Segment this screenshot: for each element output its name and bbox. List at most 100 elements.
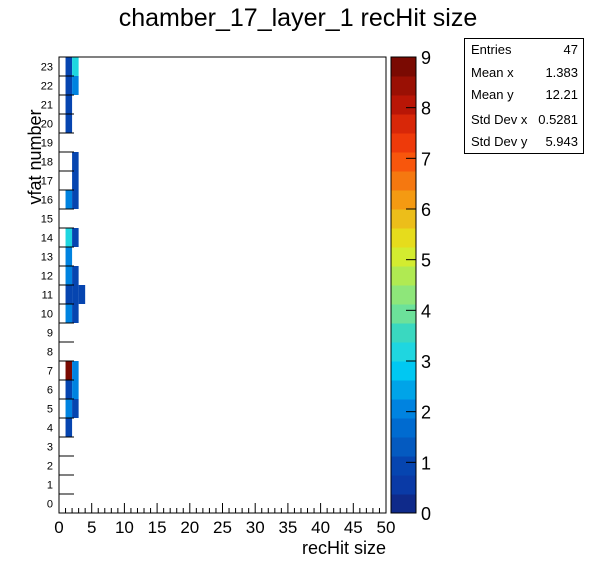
color-scale-band [391,475,416,495]
color-scale-tick-label: 6 [421,200,431,220]
color-scale-band [391,418,416,438]
heatmap-cell [65,190,73,209]
color-scale-band [391,247,416,267]
color-scale-band [391,152,416,172]
heatmap-cell [65,285,73,304]
stats-row-mean-x: Mean x 1.383 [465,62,583,84]
color-scale-band [391,361,416,381]
x-tick-label: 30 [246,518,265,537]
y-tick-label: 13 [41,252,53,264]
x-tick-label: 0 [54,518,63,537]
stats-label: Mean x [471,65,514,80]
heatmap-cell [65,95,73,114]
y-tick-label: 9 [47,328,53,340]
heatmap-cell [72,361,79,380]
heatmap-cell [65,57,73,76]
x-tick-label: 35 [278,518,297,537]
heatmap-cell [65,304,73,323]
stats-label: Entries [471,42,512,57]
y-tick-label: 17 [41,176,53,188]
color-scale-frame [390,56,417,514]
color-scale-band [391,399,416,419]
y-tick-label: 7 [47,366,53,378]
color-scale-tick-label: 1 [421,453,431,473]
heatmap-cell [65,228,73,247]
stats-value: 12.21 [545,87,578,102]
color-scale-band [391,133,416,153]
color-scale-band [391,323,416,343]
color-scale-band [391,209,416,229]
heatmap-cell [72,57,79,76]
heatmap-cell [72,171,79,190]
color-scale-band [391,304,416,324]
y-tick-label: 8 [47,347,53,359]
x-tick-label: 5 [87,518,96,537]
color-scale-tick-label: 2 [421,403,431,423]
x-tick-label: 15 [148,518,167,537]
stats-box: Entries 47 Mean x 1.383 Mean y 12.21 Std… [464,38,584,154]
y-tick-label: 23 [41,62,53,74]
heatmap-cell [72,190,79,209]
y-tick-label: 10 [41,309,53,321]
x-axis: 0 5 10 15 20 25 30 35 40 45 50 [54,503,395,537]
color-scale-tick-label: 3 [421,352,431,372]
color-scale-tick-label: 0 [421,504,431,524]
heatmap-cell [65,266,73,285]
heatmap-cell [72,285,79,304]
heatmap-cell [65,361,73,380]
stats-row-mean-y: Mean y 12.21 [465,84,583,106]
heatmap-cell [72,152,79,171]
stats-row-entries: Entries 47 [465,39,583,61]
color-scale-tick-label: 7 [421,149,431,169]
y-tick-label: 16 [41,195,53,207]
heatmap-cell [65,247,73,266]
color-scale-band [391,57,416,77]
y-tick-label: 22 [41,81,53,93]
y-tick-label: 3 [47,442,53,454]
stats-value: 47 [563,42,578,57]
color-scale: 0 1 2 3 4 5 6 7 8 9 [390,48,431,524]
color-scale-band [391,342,416,362]
stats-value: 1.383 [545,65,578,80]
heatmap-cell [78,285,86,304]
heatmap-cell [65,76,73,95]
heatmap-cell [72,380,79,399]
y-tick-label: 12 [41,271,53,283]
color-scale-band [391,494,416,514]
heatmap-cell [72,304,79,323]
stats-row-std-dev-x: Std Dev x 0.5281 [465,109,583,131]
stats-label: Mean y [471,87,514,102]
color-scale-band [391,456,416,476]
color-scale-band [391,76,416,96]
heatmap-cell [65,418,73,437]
stats-value: 5.943 [545,134,578,149]
y-tick-label: 15 [41,214,53,226]
color-scale-band [391,95,416,115]
y-tick-label: 20 [41,119,53,131]
x-tick-label: 25 [213,518,232,537]
plot-frame [58,56,387,514]
x-tick-label: 50 [377,518,396,537]
color-scale-band [391,380,416,400]
heatmap-cells [65,57,86,437]
color-scale-tick-label: 5 [421,251,431,271]
chart-title: chamber_17_layer_1 recHit size [118,4,478,32]
x-tick-label: 45 [344,518,363,537]
heatmap-cell [72,76,79,95]
stats-label: Std Dev x [471,112,528,127]
heatmap-cell [72,228,79,247]
y-axis-label: vfat number [25,109,45,204]
y-tick-label: 19 [41,138,53,150]
heatmap-cell [65,380,73,399]
heatmap-cell [72,266,79,285]
y-tick-label: 21 [41,100,53,112]
y-tick-label: 2 [47,461,53,473]
y-tick-label: 0 [47,499,53,511]
y-tick-label: 1 [47,480,53,492]
stats-value: 0.5281 [538,112,578,127]
stats-row-std-dev-y: Std Dev y 5.943 [465,131,583,153]
y-tick-label: 6 [47,385,53,397]
x-axis-label: recHit size [302,538,386,558]
